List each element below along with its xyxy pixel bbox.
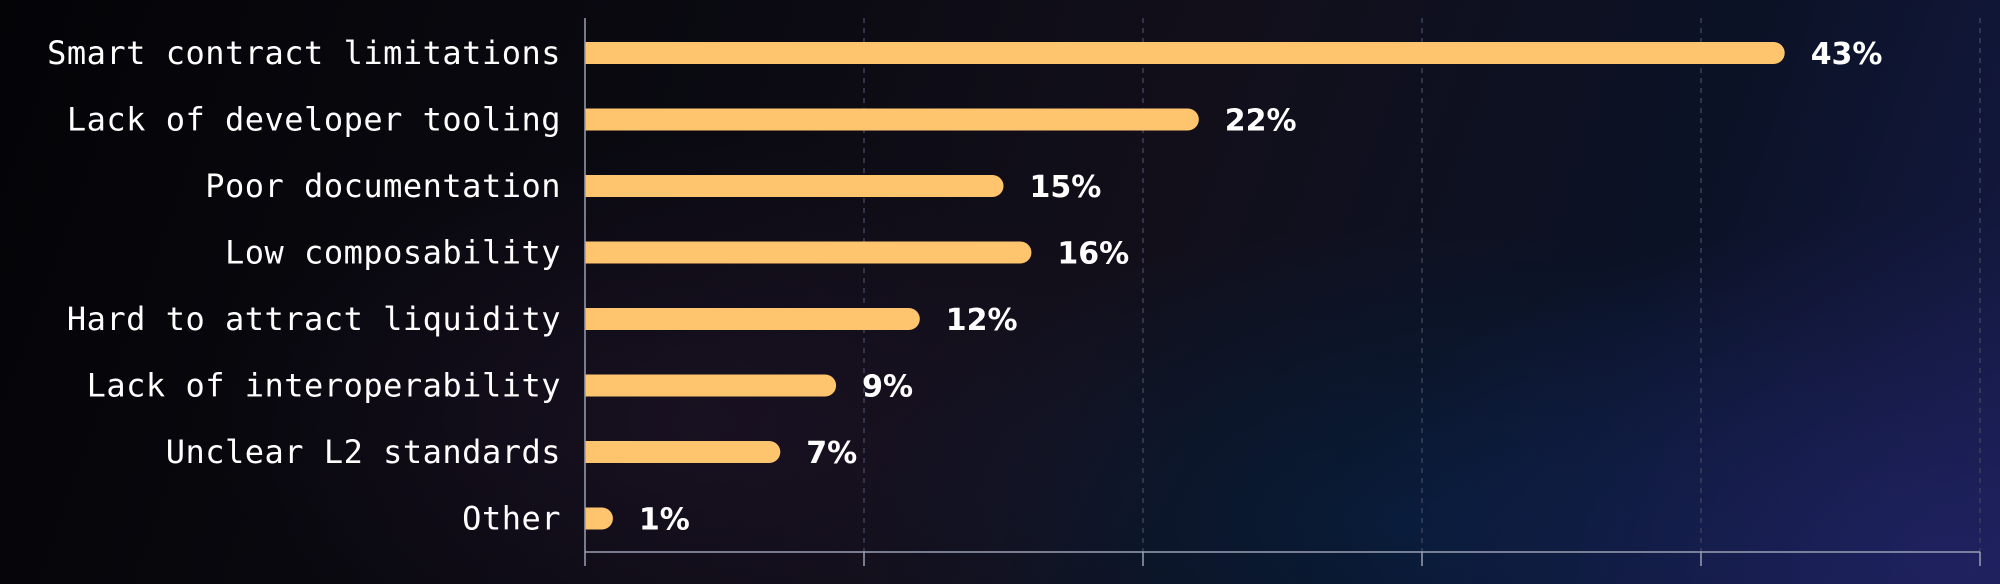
bar <box>585 241 1032 264</box>
value-label: 22% <box>1225 104 1297 139</box>
value-labels: 43% 22% 15% 16% 12% 9%7% 1% <box>639 37 1883 538</box>
category-label: Lack of interoperability <box>87 367 561 405</box>
category-label: Other <box>462 500 561 538</box>
value-label: 15% <box>1030 170 1102 205</box>
value-label: 1% <box>639 503 690 538</box>
category-label: Poor documentation <box>205 167 561 205</box>
value-label: 43% <box>1811 37 1883 72</box>
value-label: 12% <box>946 303 1018 338</box>
category-label: Unclear L2 standards <box>166 433 561 471</box>
value-label: 7% <box>806 436 857 471</box>
bar <box>585 441 781 463</box>
category-label: Smart contract limitations <box>47 34 561 72</box>
value-label: 9% <box>862 370 913 405</box>
category-labels: Smart contract limitations Lack of develo… <box>47 34 561 538</box>
bar <box>585 175 1004 197</box>
category-label: Hard to attract liquidity <box>67 300 561 338</box>
bar <box>585 108 1199 131</box>
bar <box>585 308 920 330</box>
bar <box>585 374 837 397</box>
bar <box>585 507 613 530</box>
category-label: Low composability <box>225 234 561 272</box>
bar <box>585 42 1785 64</box>
bars <box>585 42 1785 530</box>
grid-lines <box>863 18 1981 552</box>
value-label: 16% <box>1057 237 1129 272</box>
axes <box>584 18 1981 566</box>
category-label: Lack of developer tooling <box>67 101 561 139</box>
